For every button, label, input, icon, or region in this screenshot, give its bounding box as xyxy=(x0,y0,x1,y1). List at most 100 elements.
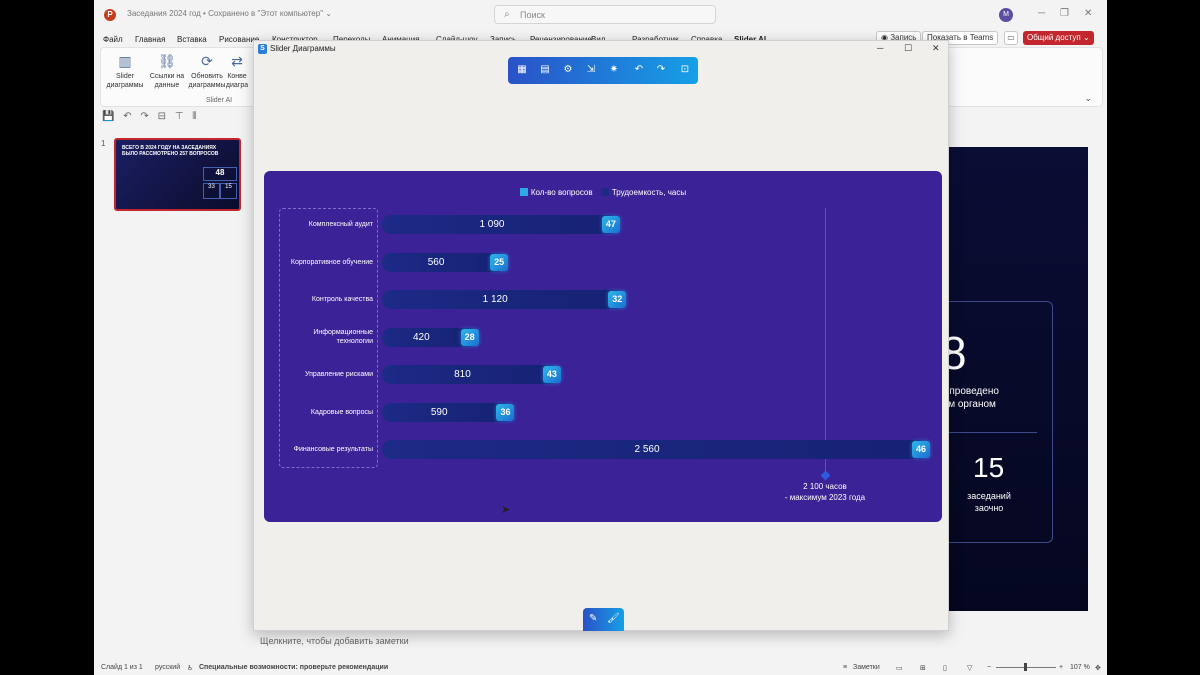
chevron-down-icon[interactable]: ⌄ xyxy=(1084,93,1092,103)
close-icon[interactable]: ✕ xyxy=(1084,8,1093,19)
notes-placeholder[interactable]: Щелкните, чтобы добавить заметки xyxy=(260,636,409,646)
link-icon: ⛓ xyxy=(158,53,176,69)
menu-item[interactable]: Анимация xyxy=(382,35,420,44)
edit-data-icon[interactable]: ✎ xyxy=(589,613,598,624)
fit-slide-icon[interactable]: ✥ xyxy=(1095,665,1101,672)
redo-icon[interactable]: ↷ xyxy=(140,111,149,122)
search-box[interactable]: ⌕ Поиск xyxy=(494,5,716,24)
document-title[interactable]: Заседания 2024 год • Сохранено в "Этот к… xyxy=(127,9,332,18)
bar-hours[interactable] xyxy=(382,365,553,384)
slideshow-view-icon[interactable]: ▽ xyxy=(967,665,973,672)
quick-access-toolbar: 💾 ↶ ↷ ⊟ ⊤ ⫴ xyxy=(102,111,202,125)
slide-number-15: 15 xyxy=(973,452,1005,483)
zoom-level[interactable]: 107 % xyxy=(1070,664,1090,671)
thumbnail-box-1: 33 xyxy=(203,183,220,199)
align-icon[interactable]: ⊟ xyxy=(157,111,166,122)
chart-legend: Кол-во вопросов Трудоемкость, часы xyxy=(264,188,942,197)
dialog-minimize-icon[interactable]: ─ xyxy=(877,43,884,53)
category-label: Корпоративное обучение xyxy=(279,258,373,267)
search-icon: ⌕ xyxy=(504,9,510,20)
category-bracket xyxy=(279,208,378,468)
questions-badge[interactable]: 43 xyxy=(542,366,561,383)
category-label: Комплексный аудит xyxy=(279,220,373,229)
data-links-button[interactable]: ⛓ Ссылки на данные xyxy=(146,52,188,90)
minimize-icon[interactable]: ─ xyxy=(1038,8,1046,19)
menu-item[interactable]: Слайд-шоу xyxy=(436,35,477,44)
slide-stat-line-2: ым органом xyxy=(941,399,996,410)
zoom-in-icon[interactable]: + xyxy=(1059,664,1064,671)
convert-charts-button[interactable]: ⇄ Конве диагра xyxy=(225,52,249,90)
avatar[interactable]: М xyxy=(999,8,1013,22)
distribute-icon[interactable]: ⫴ xyxy=(192,111,197,122)
bar-hours[interactable] xyxy=(382,327,471,347)
menu-item[interactable]: Конструктор xyxy=(272,35,318,44)
bar-hours[interactable] xyxy=(382,215,612,234)
legend-swatch-questions xyxy=(519,188,528,196)
powerpoint-logo-icon: P xyxy=(104,9,116,21)
menu-item[interactable]: Справка xyxy=(691,35,722,44)
bar-hours[interactable] xyxy=(382,290,619,309)
undo-icon[interactable]: ↶ xyxy=(123,111,132,122)
bar-hours[interactable] xyxy=(382,402,507,422)
bar-hours[interactable] xyxy=(382,440,922,459)
export-icon[interactable]: ⇲ xyxy=(586,64,596,75)
questions-badge[interactable]: 47 xyxy=(601,216,620,233)
reference-line xyxy=(824,208,826,478)
menu-item[interactable]: Рисование xyxy=(219,35,260,44)
menu-item[interactable]: Переходы xyxy=(333,35,371,44)
slide-thumbnail[interactable]: ВСЕГО В 2024 ГОДУ НА ЗАСЕДАНИЯХ БЫЛО РАС… xyxy=(114,138,241,211)
chart-type-icon[interactable]: ▦ xyxy=(517,64,527,75)
menu-item[interactable]: Разработчик xyxy=(632,35,679,44)
ribbon-group-label: Slider AI xyxy=(206,97,233,104)
questions-badge[interactable]: 46 xyxy=(912,441,930,458)
questions-badge[interactable]: 25 xyxy=(490,253,509,271)
maximize-icon[interactable]: ❐ xyxy=(1060,8,1069,19)
powerpoint-window: P Заседания 2024 год • Сохранено в "Этот… xyxy=(94,0,1107,675)
menu-item[interactable]: Файл xyxy=(103,35,123,44)
questions-badge[interactable]: 32 xyxy=(608,291,627,308)
style-brush-icon[interactable]: 🖌 xyxy=(607,613,620,624)
share-button[interactable]: Общий доступ ⌄ xyxy=(1023,31,1094,45)
bar-value-label: 420 xyxy=(412,331,430,343)
status-language[interactable]: русский xyxy=(155,664,181,671)
dialog-maximize-icon[interactable]: ☐ xyxy=(904,43,913,53)
menu-item[interactable]: Вид xyxy=(591,35,605,44)
menu-item[interactable]: Запись xyxy=(490,35,516,44)
slider-charts-button[interactable]: ▥ Slider диаграммы xyxy=(104,52,146,90)
questions-badge[interactable]: 28 xyxy=(460,328,479,346)
status-notes[interactable]: Заметки xyxy=(853,664,880,671)
status-accessibility[interactable]: Специальные возможности: проверьте реком… xyxy=(199,664,389,671)
save-icon[interactable]: 💾 xyxy=(102,111,115,122)
ai-sparkle-icon[interactable]: ✷ xyxy=(609,64,619,75)
legend-swatch-hours xyxy=(600,188,609,196)
questions-badge[interactable]: 36 xyxy=(496,403,515,421)
zoom-slider-thumb[interactable] xyxy=(1024,663,1027,671)
refresh-charts-button[interactable]: ⟳ Обновить диаграммы xyxy=(186,52,228,90)
chart-settings-icon[interactable]: ⚙ xyxy=(563,64,573,75)
menu-item[interactable]: Главная xyxy=(135,35,166,44)
menu-item[interactable]: Вставка xyxy=(177,35,207,44)
menu-item[interactable]: Slider AI xyxy=(734,35,766,44)
comment-icon[interactable]: ▭ xyxy=(1004,31,1018,45)
category-label: Информационные технологии xyxy=(279,328,373,346)
data-table-icon[interactable]: ▤ xyxy=(540,64,550,75)
save-icon[interactable]: ⊡ xyxy=(680,64,690,75)
normal-view-icon[interactable]: ▭ xyxy=(896,665,903,672)
slide-stat-label-2: заочно xyxy=(974,503,1004,513)
undo-icon[interactable]: ↶ xyxy=(634,64,644,75)
dialog-close-icon[interactable]: ✕ xyxy=(932,43,940,53)
title-bar: P Заседания 2024 год • Сохранено в "Этот… xyxy=(94,0,1107,30)
bar-chart[interactable]: Кол-во вопросов Трудоемкость, часы 2 100… xyxy=(264,171,942,522)
reading-view-icon[interactable]: ▯ xyxy=(943,665,947,672)
reference-label-line-2: - максимум 2023 года xyxy=(784,493,866,502)
slide-canvas[interactable]: 8 о проведено ым органом 15 заседаний за… xyxy=(941,147,1088,611)
menu-item[interactable]: Рецензирование xyxy=(530,35,592,44)
redo-icon[interactable]: ↷ xyxy=(656,64,666,75)
zoom-out-icon[interactable]: − xyxy=(987,664,992,671)
thumbnail-heading: ВСЕГО В 2024 ГОДУ НА ЗАСЕДАНИЯХ БЫЛО РАС… xyxy=(122,145,219,157)
align-top-icon[interactable]: ⊤ xyxy=(174,111,184,122)
bar-value-label: 1 120 xyxy=(482,294,508,305)
divider xyxy=(947,432,1037,433)
sorter-view-icon[interactable]: ⊞ xyxy=(920,665,926,672)
bar-hours[interactable] xyxy=(382,252,501,272)
